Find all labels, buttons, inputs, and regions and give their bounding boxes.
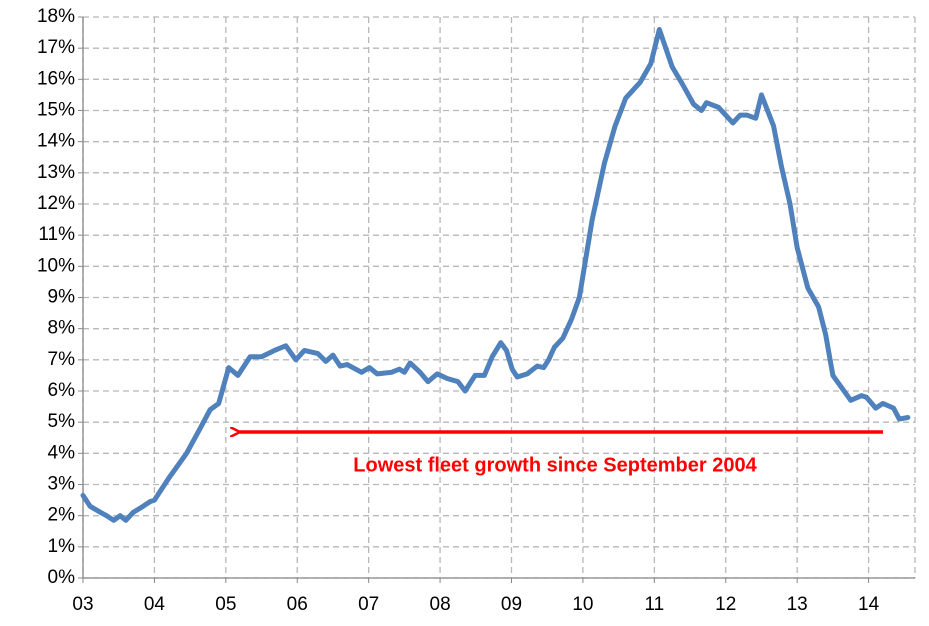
y-tick-label: 3% <box>48 474 76 495</box>
x-tick-label: 08 <box>430 594 451 615</box>
x-tick-label: 05 <box>215 594 236 615</box>
y-tick-label: 14% <box>37 131 75 152</box>
x-tick-label: 06 <box>287 594 308 615</box>
y-tick-label: 16% <box>37 68 75 89</box>
y-tick-label: 11% <box>38 224 75 245</box>
y-tick-label: 1% <box>48 536 76 557</box>
annotation: Lowest fleet growth since September 2004 <box>353 454 757 476</box>
y-tick-label: 15% <box>37 100 75 121</box>
plot-area: 0% 1% 2% 3% 4% 5% 6% 7% 8% 9% 10% 11% 12% 13% 14% 15% 16… <box>37 6 916 615</box>
y-tick-label: 18% <box>37 6 75 27</box>
y-tick-label: 13% <box>37 162 75 183</box>
x-tick-label: 09 <box>501 594 522 615</box>
x-tick-label: 13 <box>787 594 808 615</box>
y-tick-label: 7% <box>48 349 76 370</box>
x-tick-label: 03 <box>72 594 93 615</box>
x-tick-label: 12 <box>715 594 736 615</box>
x-tick-label: 14 <box>858 594 880 615</box>
y-tick-label: 17% <box>37 37 75 58</box>
y-tick-label: 10% <box>37 255 75 276</box>
y-tick-label: 0% <box>48 567 76 588</box>
y-tick-label: 6% <box>48 380 76 401</box>
data-line <box>80 26 911 523</box>
y-tick-label: 9% <box>48 287 76 308</box>
y-tick-label: 2% <box>48 505 76 526</box>
y-tick-label: 12% <box>37 193 75 214</box>
x-tick-label: 07 <box>358 594 379 615</box>
x-tick-label: 10 <box>572 594 593 615</box>
x-tick-label: 04 <box>144 594 166 615</box>
y-tick-label: 4% <box>48 442 76 463</box>
x-tick-label: 11 <box>644 594 664 615</box>
y-tick-label: 5% <box>48 411 76 432</box>
y-tick-label: 8% <box>48 318 76 339</box>
